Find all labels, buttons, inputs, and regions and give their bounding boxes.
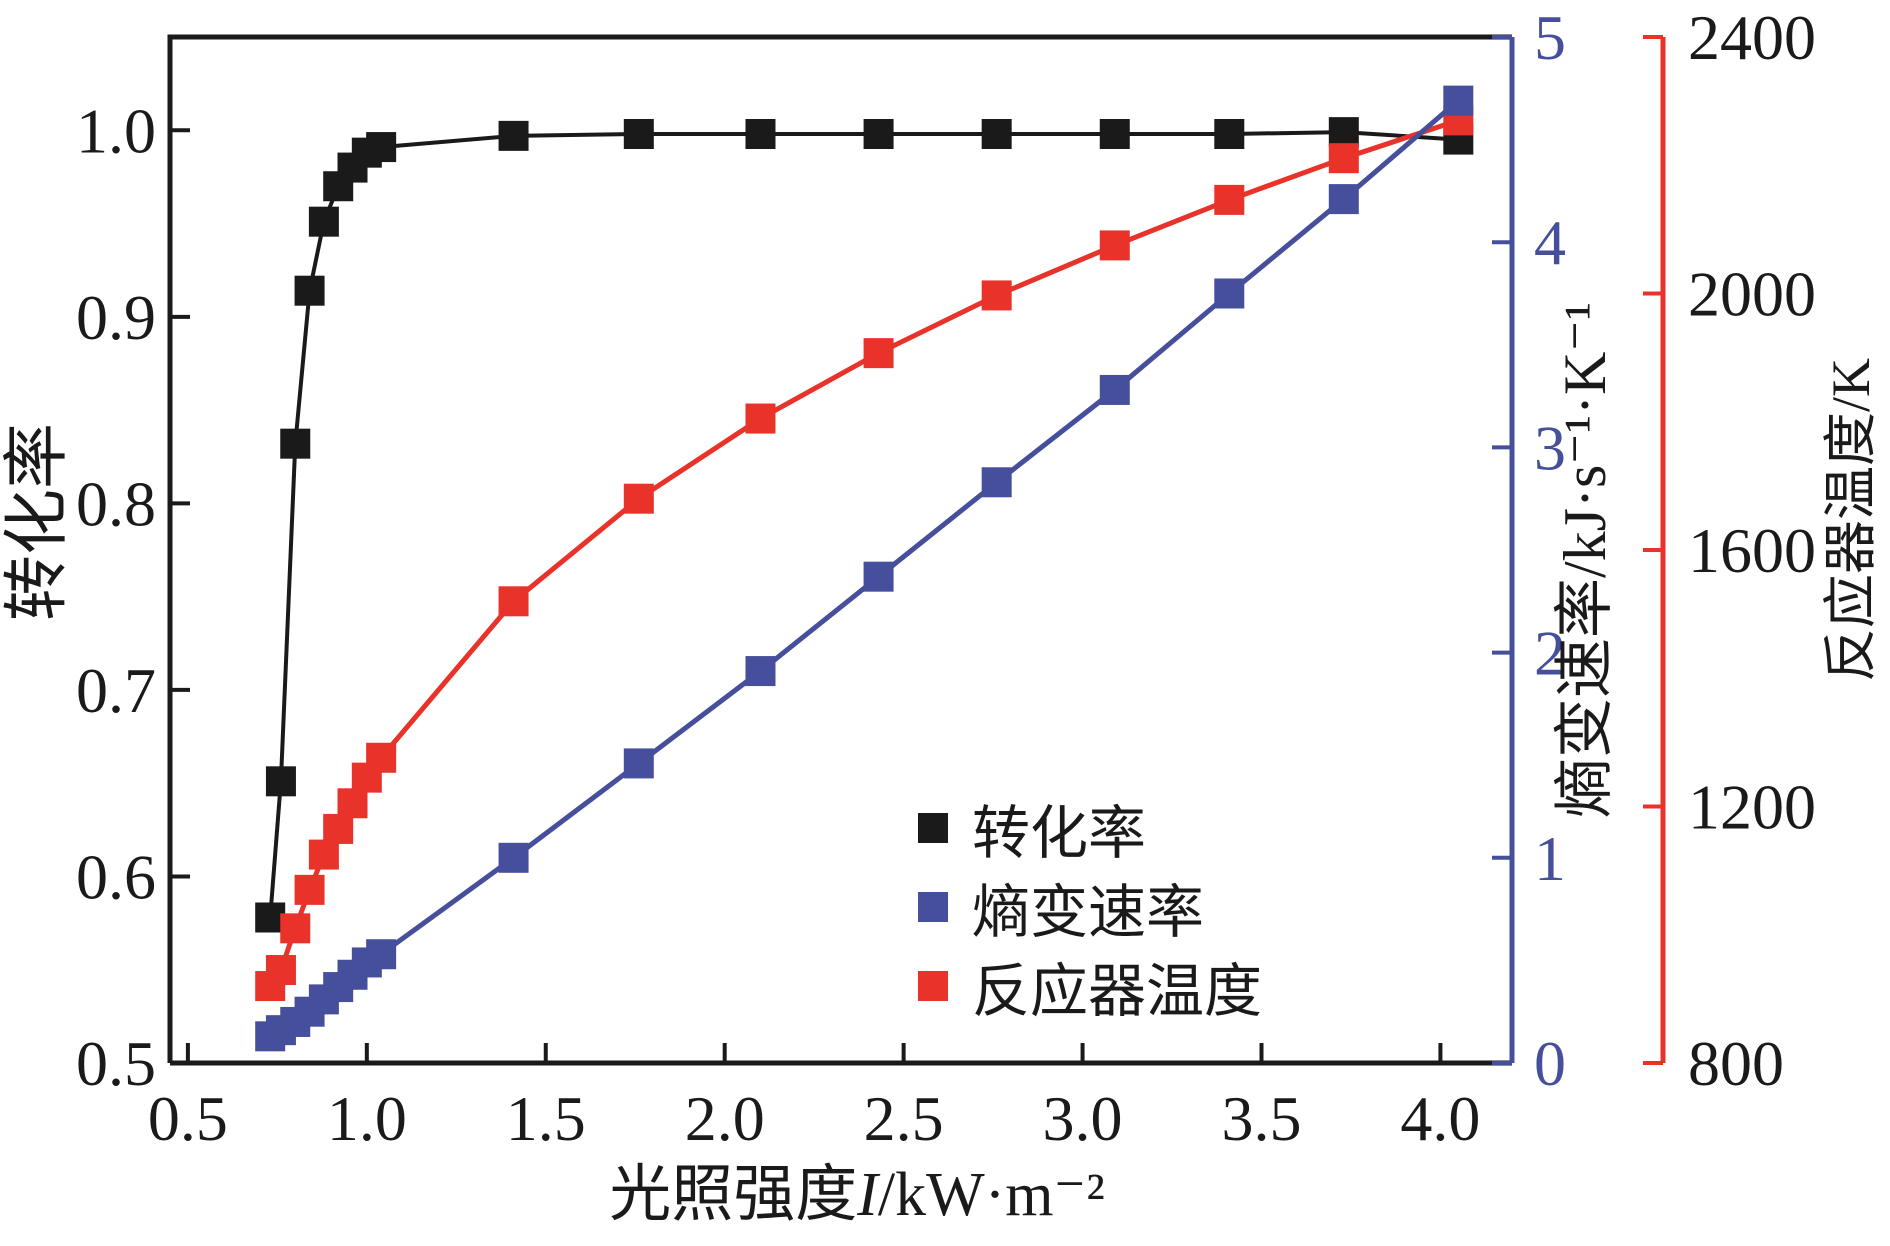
red-tick-label: 2000 — [1688, 259, 1816, 330]
series-marker-reactor-temperature — [1214, 184, 1245, 215]
blue-tick-label: 1 — [1534, 823, 1566, 894]
x-axis-title-text: 光照强度 — [609, 1161, 858, 1229]
series-marker-reactor-temperature — [308, 839, 339, 870]
red-tick-label: 1600 — [1688, 515, 1816, 586]
series-marker-entropy-rate — [981, 467, 1012, 498]
series-marker-reactor-temperature — [623, 483, 654, 514]
x-axis-title-symbol: I — [857, 1161, 878, 1229]
series-marker-entropy-rate — [745, 656, 776, 687]
blue-tick-label: 3 — [1534, 412, 1566, 483]
x-tick-label: 1.5 — [506, 1083, 586, 1154]
blue-tick-label: 2 — [1534, 618, 1566, 689]
series-marker-reactor-temperature — [337, 788, 368, 819]
series-marker-entropy-rate — [366, 939, 397, 970]
legend-label-temperature: 反应器温度 — [972, 958, 1263, 1024]
left-tick-label: 0.6 — [76, 841, 156, 912]
series-line-conversion-rate — [268, 130, 1459, 918]
left-tick-label: 0.9 — [76, 282, 156, 353]
red-tick-label: 800 — [1688, 1028, 1784, 1099]
series-marker-entropy-rate — [863, 561, 894, 592]
series-marker-conversion-rate — [1214, 119, 1245, 150]
red-axis-title: 反应器温度/K — [1821, 358, 1881, 682]
series-marker-conversion-rate — [863, 119, 894, 150]
series-marker-conversion-rate — [308, 206, 339, 237]
series-marker-conversion-rate — [981, 119, 1012, 150]
series-marker-conversion-rate — [255, 902, 286, 933]
x-axis-title-units: /kW·m⁻² — [877, 1161, 1105, 1229]
x-tick-label: 3.5 — [1221, 1083, 1301, 1154]
legend-marker-conversion-icon — [918, 812, 948, 843]
legend-marker-temperature-icon — [918, 970, 948, 1001]
left-tick-label: 1.0 — [76, 95, 156, 166]
series-marker-reactor-temperature — [280, 913, 311, 944]
legend: 转化率 熵变速率 反应器温度 — [918, 788, 1262, 1025]
series-marker-entropy-rate — [498, 842, 529, 873]
series-marker-conversion-rate — [294, 275, 325, 306]
legend-item-conversion: 转化率 — [918, 788, 1262, 867]
red-tick-label: 2400 — [1688, 2, 1816, 73]
series-marker-conversion-rate — [745, 119, 776, 150]
series-marker-conversion-rate — [498, 120, 529, 151]
series-marker-conversion-rate — [1099, 119, 1130, 150]
legend-label-entropy: 熵变速率 — [972, 879, 1205, 945]
x-tick-label: 3.0 — [1043, 1083, 1123, 1154]
x-tick-label: 2.5 — [864, 1083, 944, 1154]
series-marker-entropy-rate — [1443, 85, 1474, 116]
series-marker-conversion-rate — [366, 132, 397, 163]
series-marker-conversion-rate — [265, 766, 296, 797]
blue-tick-label: 5 — [1534, 2, 1566, 73]
x-tick-label: 0.5 — [148, 1083, 228, 1154]
left-tick-label: 0.5 — [76, 1028, 156, 1099]
left-tick-label: 0.7 — [76, 655, 156, 726]
x-axis-title: 光照强度I/kW·m⁻² — [507, 1160, 1207, 1230]
series-marker-reactor-temperature — [863, 338, 894, 369]
x-tick-label: 2.0 — [685, 1083, 765, 1154]
series-marker-reactor-temperature — [1328, 143, 1359, 174]
legend-item-temperature: 反应器温度 — [918, 946, 1262, 1025]
series-marker-reactor-temperature — [366, 742, 397, 773]
series-marker-conversion-rate — [1328, 117, 1359, 148]
legend-marker-entropy-icon — [918, 891, 948, 922]
blue-tick-label: 4 — [1534, 207, 1566, 278]
x-tick-label: 4.0 — [1400, 1083, 1480, 1154]
series-marker-reactor-temperature — [1099, 230, 1130, 261]
blue-axis-title: 熵变速率/kJ·s⁻¹·K⁻¹ — [1552, 302, 1618, 818]
left-axis-title: 转化率 — [1, 423, 74, 621]
legend-item-entropy: 熵变速率 — [918, 867, 1262, 946]
series-marker-reactor-temperature — [323, 813, 354, 844]
series-marker-reactor-temperature — [265, 955, 296, 986]
series-marker-reactor-temperature — [294, 874, 325, 905]
legend-label-conversion: 转化率 — [972, 800, 1147, 866]
red-tick-label: 1200 — [1688, 772, 1816, 843]
plot-frame — [167, 34, 1512, 1063]
series-marker-entropy-rate — [1214, 278, 1245, 309]
series-marker-conversion-rate — [280, 428, 311, 459]
series-marker-reactor-temperature — [745, 403, 776, 434]
x-tick-label: 1.0 — [327, 1083, 407, 1154]
left-tick-label: 0.8 — [76, 468, 156, 539]
series-marker-reactor-temperature — [498, 586, 529, 617]
series-marker-conversion-rate — [623, 119, 654, 150]
series-marker-entropy-rate — [1328, 184, 1359, 215]
blue-tick-label: 0 — [1534, 1028, 1566, 1099]
series-marker-reactor-temperature — [981, 280, 1012, 311]
series-marker-entropy-rate — [623, 748, 654, 779]
series-marker-entropy-rate — [1099, 374, 1130, 405]
